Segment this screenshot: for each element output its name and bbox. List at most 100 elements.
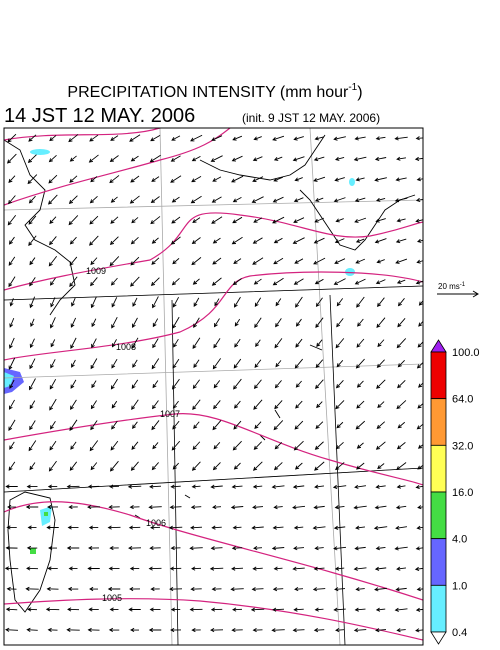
wind-vector (192, 278, 200, 285)
wind-vector (87, 505, 101, 510)
wind-vector (333, 136, 346, 141)
wind-vector (273, 505, 283, 510)
wind-vector (417, 341, 423, 348)
colorbar-label: 100.0 (452, 347, 480, 359)
wind-vector (111, 339, 117, 348)
wind-vector (231, 484, 243, 489)
wind-vector (171, 277, 180, 286)
wind-vector (231, 546, 243, 551)
wind-vector (252, 156, 263, 162)
wind-vector (27, 607, 38, 612)
wind-vector (354, 197, 366, 203)
wind-vector (395, 525, 408, 530)
wind-vector (395, 177, 407, 182)
wind-vector (151, 420, 160, 431)
wind-vector (49, 236, 57, 246)
wind-vector (152, 380, 159, 389)
wind-vector (108, 566, 120, 571)
wind-vector (192, 337, 201, 350)
wind-vector (251, 587, 264, 592)
wind-vector (27, 174, 38, 185)
wind-vector (48, 194, 58, 205)
wind-vector (49, 378, 57, 390)
wind-vector (316, 339, 323, 348)
wind-vector (109, 545, 119, 551)
wind-vector (313, 257, 326, 265)
wind-vector (396, 442, 406, 450)
precip-patch (4, 372, 14, 388)
wind-vector (234, 296, 241, 308)
wind-vector (89, 440, 99, 452)
wind-vector (333, 278, 346, 285)
wind-vector (356, 296, 365, 308)
wind-vector (130, 175, 140, 183)
wind-vector (271, 628, 285, 633)
wind-vector (169, 505, 182, 510)
wind-vector (292, 484, 305, 489)
wind-vector (109, 256, 120, 267)
wind-vector (234, 400, 241, 409)
wind-vector (132, 317, 138, 328)
wind-vector (48, 255, 58, 267)
wind-vector (253, 379, 262, 389)
wind-vector (274, 338, 283, 349)
wind-vector (415, 546, 423, 551)
wind-vector (233, 358, 242, 369)
wind-vector (376, 359, 385, 369)
wind-vector (87, 566, 100, 571)
wind-vector (334, 177, 345, 182)
wind-vector (9, 441, 15, 450)
wind-vector (7, 214, 17, 226)
wind-vector (415, 136, 423, 141)
wind-vector (377, 463, 385, 470)
wind-vector (29, 338, 35, 349)
wind-vector (294, 258, 304, 264)
wind-vector (109, 484, 120, 489)
wind-vector (191, 237, 201, 245)
wind-vector (131, 337, 139, 350)
wind-vector (26, 627, 38, 632)
wind-vector (231, 628, 243, 633)
isobar-label: 1007 (160, 409, 180, 419)
isobar (4, 128, 161, 141)
wind-vector (213, 380, 221, 389)
wind-vector (91, 338, 97, 349)
wind-vector (68, 134, 79, 143)
wind-vector (191, 627, 201, 633)
wind-vector (213, 318, 220, 328)
wind-vector (48, 460, 57, 472)
wind-vector (415, 280, 423, 285)
wind-vector (394, 607, 408, 612)
wind-vector (271, 546, 285, 551)
wind-vector (374, 587, 388, 592)
wind-vector (50, 297, 56, 308)
wind-vector (170, 545, 181, 551)
wind-vector (189, 546, 203, 551)
wind-vector (89, 235, 99, 246)
wind-vector (313, 237, 325, 244)
wind-vector (373, 525, 388, 531)
wind-vector (172, 400, 179, 409)
wind-vector (26, 545, 38, 551)
wind-vector (46, 586, 59, 592)
wind-vector (314, 484, 325, 489)
wind-vector (213, 442, 221, 450)
wind-vector (129, 566, 140, 571)
wind-vector (170, 236, 181, 245)
wind-vector (230, 505, 244, 510)
wind-vector (69, 175, 78, 183)
wind-vector (152, 442, 159, 450)
precip-patch (349, 178, 355, 186)
colorbar-label: 1.0 (452, 580, 467, 592)
wind-vector (272, 277, 284, 286)
wind-vector (252, 237, 263, 244)
wind-vector (29, 462, 36, 471)
wind-vector (353, 628, 367, 633)
wind-vector (294, 462, 303, 470)
wind-vector (294, 177, 303, 182)
wind-vector (253, 399, 263, 410)
wind-vector (192, 441, 201, 450)
wind-vector (334, 258, 346, 265)
wind-vector (335, 400, 345, 410)
wind-vector (254, 421, 262, 430)
